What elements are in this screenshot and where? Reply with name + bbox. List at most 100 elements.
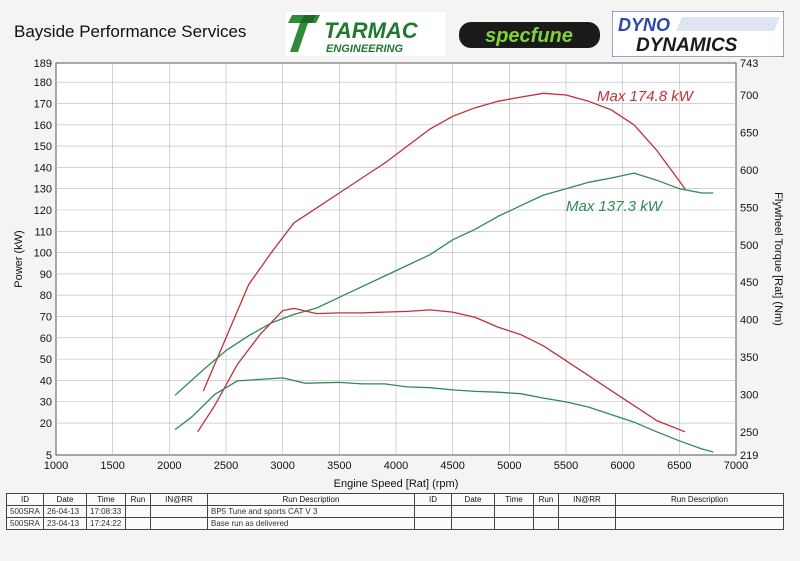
row2-empty-2	[451, 517, 495, 530]
row1-empty-4	[533, 505, 559, 518]
col-date-2: Date	[451, 493, 495, 506]
col-inrr-2: IN@RR	[558, 493, 616, 506]
y2-tick-label: 450	[740, 277, 758, 289]
y-tick-label: 120	[34, 205, 52, 217]
shop-name: Bayside Performance Services	[14, 22, 247, 41]
row2-date: 23-04-13	[43, 517, 87, 530]
col-run-2: Run	[533, 493, 559, 506]
row1-empty-1	[414, 505, 452, 518]
col-date: Date	[43, 493, 87, 506]
tarmac-logo-sub: ENGINEERING	[326, 43, 403, 55]
y-tick-label: 70	[40, 312, 52, 324]
col-time: Time	[86, 493, 126, 506]
row2-id: 500SRA	[6, 517, 44, 530]
table-row: 500SRA 23-04-13 17:24:22 Base run as del…	[6, 517, 784, 530]
col-id: ID	[6, 493, 44, 506]
x-tick-label: 3000	[270, 460, 294, 472]
dyno-dynamics-logo: DYNO DYNAMICS	[612, 11, 784, 57]
x-axis-label: Engine Speed [Rat] (rpm)	[334, 478, 459, 490]
x-tick-label: 2500	[214, 460, 238, 472]
dyno-logo-line1: DYNO	[618, 15, 670, 35]
y-tick-label: 40	[40, 375, 52, 387]
y2-tick-label: 600	[740, 165, 758, 177]
col-desc-2: Run Description	[615, 493, 784, 506]
col-time-2: Time	[494, 493, 534, 506]
row1-empty-2	[451, 505, 495, 518]
table-row: 500SRA 26-04-13 17:08:33 BP5 Tune and sp…	[6, 505, 784, 518]
row2-inrr	[150, 517, 208, 530]
x-tick-label: 6500	[667, 460, 691, 472]
y2-tick-label: 250	[740, 427, 758, 439]
x-tick-label: 7000	[724, 460, 748, 472]
y2-tick-label: 400	[740, 315, 758, 327]
row1-time: 17:08:33	[86, 505, 126, 518]
y-tick-label: 100	[34, 248, 52, 260]
row1-date: 26-04-13	[43, 505, 87, 518]
y-tick-label: 50	[40, 354, 52, 366]
y-tick-label: 110	[34, 226, 52, 238]
row1-empty-3	[494, 505, 534, 518]
row1-inrr	[150, 505, 208, 518]
series-line-run1-torque	[197, 307, 686, 433]
max-power-annotation-run1: Max 174.8 kW	[597, 88, 695, 105]
x-tick-label: 3500	[327, 460, 351, 472]
col-id-2: ID	[414, 493, 452, 506]
row2-run	[125, 517, 151, 530]
series-line-run2-torque	[174, 377, 714, 453]
x-tick-label: 6000	[610, 460, 634, 472]
spectune-logo: specfune	[459, 22, 600, 48]
row2-empty-1	[414, 517, 452, 530]
row2-empty-3	[494, 517, 534, 530]
series-line-run1-power	[202, 92, 686, 392]
row1-empty-5	[558, 505, 616, 518]
y-tick-label: 189	[34, 58, 52, 70]
max-power-annotation-run2: Max 137.3 kW	[566, 198, 664, 215]
row1-empty-6	[615, 505, 784, 518]
row1-desc: BP5 Tune and sports CAT V 3	[207, 505, 415, 518]
y2-tick-label: 550	[740, 202, 758, 214]
x-tick-label: 2000	[157, 460, 181, 472]
col-desc: Run Description	[207, 493, 415, 506]
tarmac-logo: TARMAC ENGINEERING	[286, 12, 446, 56]
y2-tick-label: 743	[740, 58, 758, 70]
spectune-logo-text: specfune	[485, 25, 573, 47]
y-tick-label: 130	[34, 184, 52, 196]
y-tick-label: 80	[40, 290, 52, 302]
dyno-chart: 1000 1500 2000 2500 3000 3500 4000 4500 5000 5500…	[13, 58, 784, 490]
x-tick-label: 4000	[384, 460, 408, 472]
y-tick-label: 140	[34, 162, 52, 174]
y-axis-label: Power (kW)	[13, 230, 25, 287]
col-inrr: IN@RR	[150, 493, 208, 506]
x-tick-label: 1500	[100, 460, 124, 472]
y2-axis-label: Flywheel Torque [Rat] (Nm)	[772, 192, 784, 326]
row2-empty-5	[558, 517, 616, 530]
tarmac-logo-main: TARMAC	[324, 18, 419, 43]
y-tick-label: 5	[46, 450, 52, 462]
y-tick-label: 90	[40, 269, 52, 281]
row2-time: 17:24:22	[86, 517, 126, 530]
runs-table-header: ID Date Time Run IN@RR Run Description I…	[6, 493, 784, 506]
x-tick-label: 5500	[554, 460, 578, 472]
tick-labels: 1000 1500 2000 2500 3000 3500 4000 4500 5000 5500…	[34, 58, 759, 472]
row2-empty-4	[533, 517, 559, 530]
header: Bayside Performance Services TARMAC ENGI…	[0, 0, 800, 57]
y2-tick-label: 350	[740, 352, 758, 364]
row2-desc: Base run as delivered	[207, 517, 415, 530]
y2-tick-label: 650	[740, 128, 758, 140]
y-tick-label: 20	[40, 418, 52, 430]
y-tick-label: 60	[40, 333, 52, 345]
row1-run	[125, 505, 151, 518]
y-tick-label: 180	[34, 77, 52, 89]
y-tick-label: 170	[34, 98, 52, 110]
y-tick-label: 160	[34, 120, 52, 132]
y2-tick-label: 700	[740, 90, 758, 102]
x-tick-label: 1000	[44, 460, 68, 472]
dyno-logo-line2: DYNAMICS	[636, 35, 738, 56]
y-tick-label: 150	[34, 141, 52, 153]
x-tick-label: 4500	[440, 460, 464, 472]
row1-id: 500SRA	[6, 505, 44, 518]
row2-empty-6	[615, 517, 784, 530]
y2-tick-label: 219	[740, 450, 758, 462]
series-layer	[174, 92, 714, 453]
x-tick-label: 5000	[497, 460, 521, 472]
